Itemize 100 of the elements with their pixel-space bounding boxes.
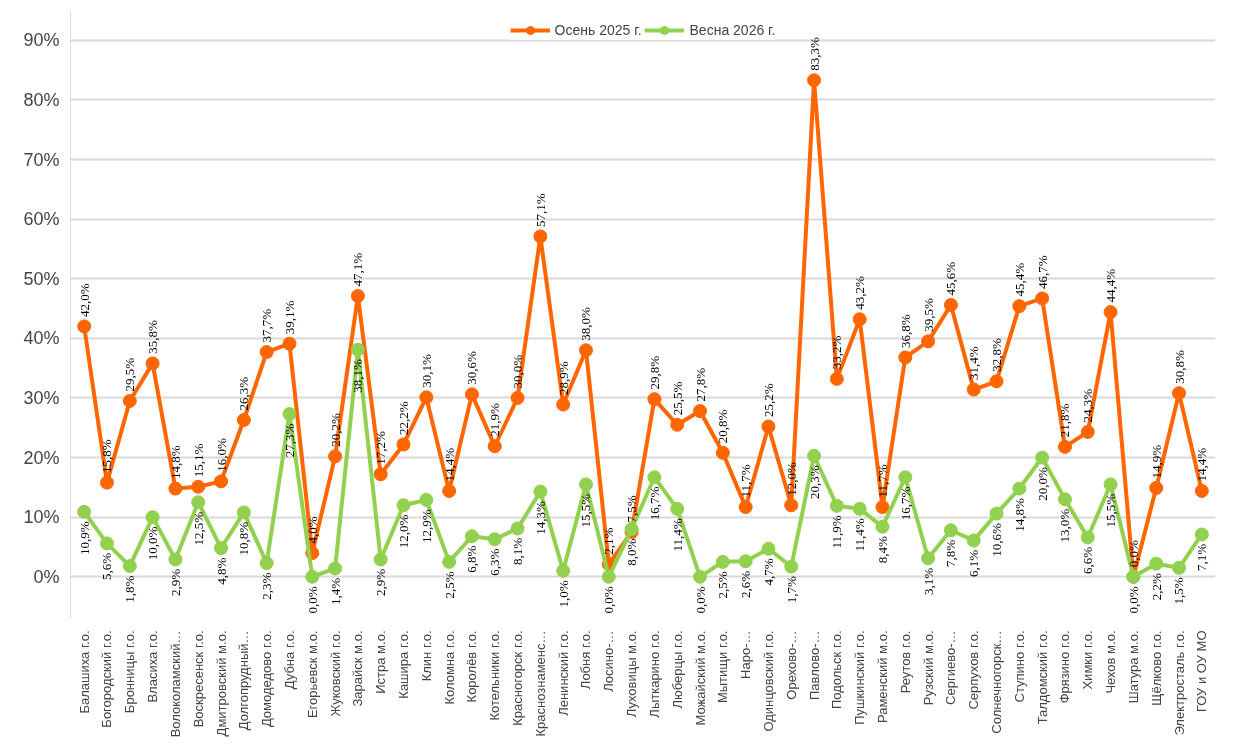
data-label: 12,9% bbox=[418, 509, 434, 543]
x-tick-label: Луховицы м.о. bbox=[624, 630, 640, 718]
data-label: 30,6% bbox=[464, 351, 480, 385]
data-label: 31,4% bbox=[966, 346, 982, 381]
data-label: 6,6% bbox=[1080, 546, 1096, 575]
data-label: 45,4% bbox=[1011, 262, 1027, 297]
data-label: 30,1% bbox=[418, 354, 434, 388]
data-label: 20,0% bbox=[1034, 466, 1050, 501]
x-tick-label: Электросталь г.о. bbox=[1171, 630, 1187, 736]
data-label: 42,0% bbox=[76, 283, 92, 317]
data-label: 1,7% bbox=[783, 576, 799, 604]
data-label: 0,0% bbox=[1125, 539, 1141, 568]
x-tick-label: Ленинский г.о. bbox=[555, 630, 571, 716]
data-label: 5,6% bbox=[99, 552, 115, 581]
data-label: 25,5% bbox=[669, 381, 685, 416]
data-label: 6,8% bbox=[464, 545, 480, 573]
data-label: 2,2% bbox=[1148, 573, 1164, 601]
data-label: 44,4% bbox=[1103, 268, 1119, 303]
data-label: 38,0% bbox=[578, 306, 594, 341]
x-tick-label: Сергиево-… bbox=[943, 630, 959, 705]
data-label: 14,4% bbox=[441, 447, 457, 482]
data-label: 1,4% bbox=[327, 577, 343, 606]
y-tick-label: 30% bbox=[23, 387, 60, 408]
y-tick-label: 50% bbox=[23, 268, 60, 289]
x-tick-label: Орехово-… bbox=[783, 630, 799, 700]
data-label: 25,2% bbox=[760, 383, 776, 418]
data-label: 1,0% bbox=[555, 580, 571, 608]
data-label: 10,6% bbox=[989, 522, 1005, 557]
data-label: 12,5% bbox=[190, 511, 206, 546]
y-tick-label: 40% bbox=[23, 328, 60, 349]
data-label: 28,9% bbox=[555, 361, 571, 395]
data-label: 2,9% bbox=[373, 568, 389, 597]
data-label: 21,8% bbox=[1057, 403, 1073, 438]
data-label: 3,1% bbox=[920, 567, 936, 595]
data-label: 10,9% bbox=[76, 521, 92, 555]
x-tick-label: Одинцовский г.о. bbox=[760, 630, 776, 732]
data-label: 6,1% bbox=[966, 549, 982, 578]
x-tick-label: Клин г.о. bbox=[418, 630, 434, 682]
data-label: 27,3% bbox=[281, 423, 297, 458]
data-label: 13,0% bbox=[1057, 508, 1073, 543]
data-label: 38,1% bbox=[350, 359, 366, 393]
x-tick-label: Талдомский г.о. bbox=[1034, 630, 1050, 725]
data-label: 16,7% bbox=[646, 486, 662, 521]
data-label: 8,1% bbox=[510, 537, 526, 566]
x-tick-label: Серпухов г.о. bbox=[966, 630, 982, 710]
data-label: 26,3% bbox=[236, 376, 252, 411]
data-label: 15,5% bbox=[578, 493, 594, 528]
data-label: 39,5% bbox=[920, 298, 936, 332]
x-tick-label: Лобня г.о. bbox=[578, 630, 594, 690]
data-label: 83,3% bbox=[806, 36, 822, 71]
x-tick-label: Ступино г.о. bbox=[1011, 630, 1027, 703]
y-tick-label: 70% bbox=[23, 149, 60, 170]
data-label: 7,5% bbox=[624, 495, 640, 523]
y-tick-label: 60% bbox=[23, 209, 60, 230]
y-tick-label: 0% bbox=[33, 566, 60, 587]
x-tick-label: Истра м.о. bbox=[373, 630, 389, 694]
data-label: 10,8% bbox=[236, 521, 252, 556]
data-label: 16,0% bbox=[213, 438, 229, 472]
data-label: 14,8% bbox=[167, 445, 183, 480]
data-label: 33,2% bbox=[829, 335, 845, 370]
data-label: 12,0% bbox=[396, 514, 412, 549]
data-label: 30,0% bbox=[510, 354, 526, 389]
data-label: 7,1% bbox=[1194, 543, 1210, 572]
data-label: 36,8% bbox=[897, 314, 913, 348]
data-label: 7,8% bbox=[943, 539, 959, 567]
data-label: 47,1% bbox=[350, 252, 366, 287]
data-label: 57,1% bbox=[532, 193, 548, 227]
data-label: 20,2% bbox=[327, 413, 343, 447]
data-label: 11,4% bbox=[852, 518, 868, 552]
legend-label: Весна 2026 г. bbox=[689, 22, 776, 38]
data-label: 45,6% bbox=[943, 261, 959, 296]
data-label: 4,0% bbox=[304, 516, 320, 544]
x-tick-label: Кашира г.о. bbox=[396, 630, 412, 699]
x-tick-label: Павлово-… bbox=[806, 630, 822, 700]
data-label: 8,4% bbox=[874, 536, 890, 564]
x-tick-label: Дмитровский м.о. bbox=[213, 630, 229, 737]
x-tick-label: Люберцы г.о. bbox=[669, 630, 685, 709]
y-tick-label: 20% bbox=[23, 447, 60, 468]
data-label: 1,5% bbox=[1171, 577, 1187, 605]
x-tick-label: Власиха г.о. bbox=[145, 630, 161, 703]
data-label: 27,8% bbox=[692, 367, 708, 402]
data-label: 2,3% bbox=[259, 572, 275, 600]
data-label: 0,0% bbox=[1125, 586, 1141, 614]
x-tick-label: Долгопрудный… bbox=[236, 630, 252, 731]
y-tick-label: 90% bbox=[23, 30, 60, 51]
data-label: 2,5% bbox=[715, 571, 731, 599]
data-label: 12,0% bbox=[783, 461, 799, 496]
x-tick-label: Подольск г.о. bbox=[829, 630, 845, 710]
data-label: 29,5% bbox=[122, 357, 138, 392]
data-label: 15,5% bbox=[1103, 493, 1119, 528]
data-label: 24,3% bbox=[1080, 388, 1096, 423]
x-tick-label: Дубна г.о. bbox=[281, 630, 297, 690]
data-label: 43,2% bbox=[852, 275, 868, 310]
x-tick-label: Воскресенск г.о. bbox=[190, 630, 206, 728]
x-tick-label: Жуковский г.о. bbox=[327, 630, 343, 717]
x-tick-label: Балашиха г.о. bbox=[76, 630, 92, 714]
data-label: 16,7% bbox=[897, 486, 913, 521]
y-tick-label: 80% bbox=[23, 89, 60, 110]
data-label: 10,0% bbox=[145, 526, 161, 561]
data-label: 0,0% bbox=[692, 586, 708, 614]
